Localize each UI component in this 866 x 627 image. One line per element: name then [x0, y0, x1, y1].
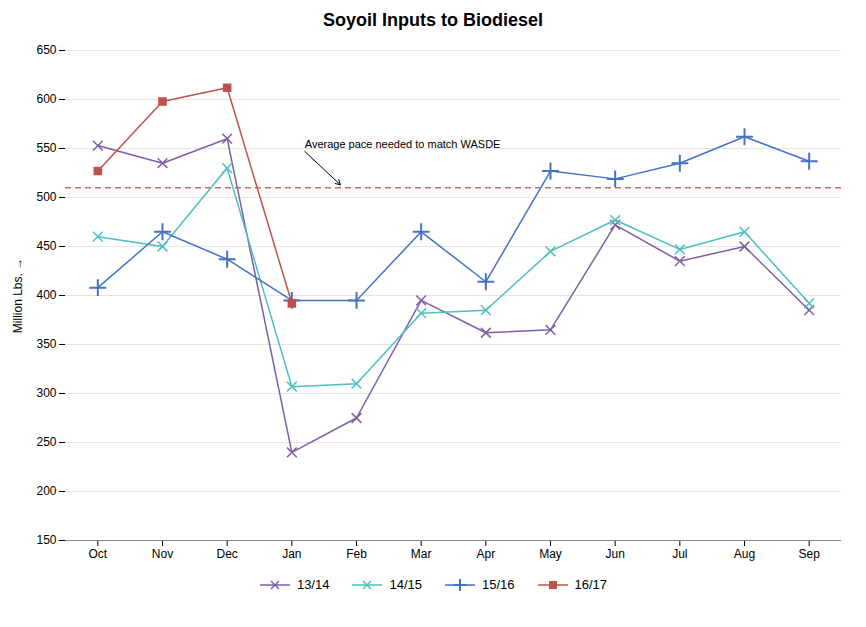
svg-text:450: 450	[36, 239, 56, 253]
svg-text:350: 350	[36, 337, 56, 351]
svg-text:200: 200	[36, 484, 56, 498]
svg-text:Average pace needed to match W: Average pace needed to match WASDE	[305, 138, 501, 150]
svg-text:Dec: Dec	[216, 547, 237, 561]
svg-text:Aug: Aug	[734, 547, 755, 561]
svg-text:Jan: Jan	[282, 547, 301, 561]
svg-text:500: 500	[36, 190, 56, 204]
html-text:Soyoil Inputs to Biodiesel: Soyoil Inputs to Biodiesel	[323, 10, 543, 30]
svg-text:Sep: Sep	[798, 547, 820, 561]
svg-text:May: May	[539, 547, 562, 561]
svg-text:600: 600	[36, 92, 56, 106]
svg-text:550: 550	[36, 141, 56, 155]
svg-text:Jul: Jul	[672, 547, 687, 561]
svg-text:Nov: Nov	[152, 547, 173, 561]
svg-text:Mar: Mar	[411, 547, 432, 561]
html-text:14/15: 14/15	[389, 577, 422, 592]
svg-text:Apr: Apr	[476, 547, 495, 561]
svg-text:Feb: Feb	[346, 547, 367, 561]
html-text:15/16: 15/16	[482, 577, 515, 592]
svg-text:400: 400	[36, 288, 56, 302]
html-text:13/14: 13/14	[296, 577, 330, 592]
svg-text:Oct: Oct	[88, 547, 107, 561]
svg-text:Million Lbs. →: Million Lbs. →	[11, 258, 25, 333]
svg-text:Jun: Jun	[605, 547, 624, 561]
svg-text:650: 650	[36, 43, 56, 57]
svg-text:250: 250	[36, 435, 56, 449]
svg-text:300: 300	[36, 386, 56, 400]
svg-text:150: 150	[36, 533, 56, 547]
html-text:16/17: 16/17	[574, 577, 608, 592]
